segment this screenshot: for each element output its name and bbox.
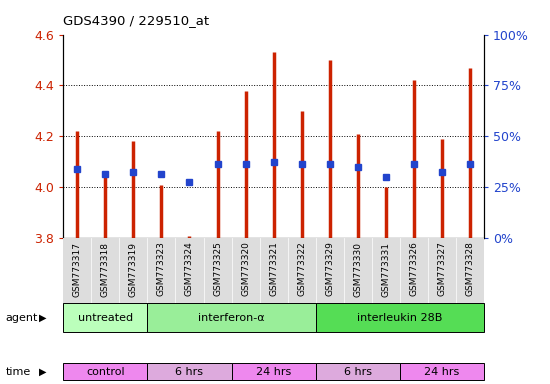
Bar [232,363,316,380]
Text: time: time [6,366,31,377]
Text: 24 hrs: 24 hrs [256,366,292,377]
Text: untreated: untreated [78,313,133,323]
Text: ▶: ▶ [39,366,47,377]
Text: control: control [86,366,125,377]
Text: 24 hrs: 24 hrs [424,366,460,377]
Text: GSM773328: GSM773328 [465,242,475,296]
Bar [63,303,147,332]
Text: GSM773317: GSM773317 [73,242,82,296]
Text: GSM773327: GSM773327 [437,242,447,296]
Text: GSM773322: GSM773322 [297,242,306,296]
Text: 6 hrs: 6 hrs [344,366,372,377]
Text: interleukin 28B: interleukin 28B [357,313,443,323]
Text: GSM773320: GSM773320 [241,242,250,296]
Text: GSM773319: GSM773319 [129,242,138,296]
Text: interferon-α: interferon-α [198,313,265,323]
Text: GDS4390 / 229510_at: GDS4390 / 229510_at [63,14,210,27]
Bar [400,363,484,380]
Text: GSM773321: GSM773321 [269,242,278,296]
Text: GSM773326: GSM773326 [409,242,419,296]
Text: GSM773318: GSM773318 [101,242,110,296]
Bar [316,363,400,380]
Text: GSM773323: GSM773323 [157,242,166,296]
Text: GSM773324: GSM773324 [185,242,194,296]
Text: 6 hrs: 6 hrs [175,366,204,377]
Text: GSM773329: GSM773329 [325,242,334,296]
Text: GSM773331: GSM773331 [381,242,390,296]
Bar [63,363,147,380]
Bar [147,363,232,380]
Text: GSM773330: GSM773330 [353,242,362,296]
Text: agent: agent [6,313,38,323]
Text: ▶: ▶ [39,313,47,323]
Bar [316,303,484,332]
Bar [147,303,316,332]
Text: GSM773325: GSM773325 [213,242,222,296]
